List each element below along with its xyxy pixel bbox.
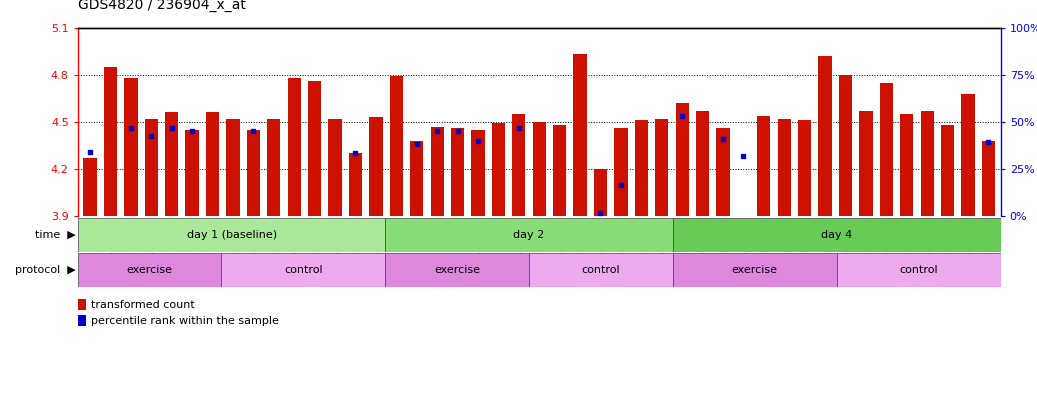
Bar (221, 253, 386, 287)
Bar (206, 112, 219, 216)
Bar (390, 76, 403, 216)
Bar (553, 125, 566, 216)
Bar (512, 114, 526, 216)
Bar (430, 127, 444, 216)
Text: protocol  ▶: protocol ▶ (15, 265, 76, 275)
Bar (144, 119, 158, 216)
Bar (673, 253, 837, 287)
Bar (533, 122, 545, 216)
Text: control: control (284, 265, 323, 275)
Bar (529, 253, 673, 287)
Bar (451, 128, 465, 216)
Bar (369, 117, 383, 216)
Text: exercise: exercise (435, 265, 480, 275)
Bar (673, 218, 1001, 252)
Bar (247, 130, 260, 216)
Bar (655, 119, 669, 216)
Bar (900, 114, 914, 216)
Bar (594, 169, 607, 216)
Bar (879, 83, 893, 216)
Bar (921, 111, 934, 216)
Bar (472, 130, 484, 216)
Bar (818, 56, 832, 216)
Bar (386, 253, 529, 287)
Text: day 4: day 4 (821, 230, 852, 240)
Bar (410, 141, 423, 216)
Bar (573, 54, 587, 216)
Bar (329, 119, 341, 216)
Bar (941, 125, 954, 216)
Bar (614, 128, 627, 216)
Text: exercise: exercise (731, 265, 778, 275)
Bar (165, 112, 178, 216)
Text: control: control (899, 265, 938, 275)
Bar (78, 218, 386, 252)
Text: day 1 (baseline): day 1 (baseline) (187, 230, 277, 240)
Bar (492, 123, 505, 216)
Bar (268, 119, 280, 216)
Bar (837, 253, 1001, 287)
Bar (78, 253, 221, 287)
Bar (83, 158, 96, 216)
Bar (226, 119, 240, 216)
Bar (186, 130, 199, 216)
Text: day 2: day 2 (513, 230, 544, 240)
Bar (982, 141, 996, 216)
Bar (386, 218, 673, 252)
Bar (860, 111, 872, 216)
Bar (696, 111, 709, 216)
Bar (798, 120, 811, 216)
Text: percentile rank within the sample: percentile rank within the sample (91, 316, 279, 326)
Bar (348, 153, 362, 216)
Bar (961, 94, 975, 216)
Bar (839, 75, 852, 216)
Bar (717, 128, 730, 216)
Text: transformed count: transformed count (91, 300, 195, 310)
Text: control: control (582, 265, 620, 275)
Bar (675, 103, 689, 216)
Bar (635, 120, 648, 216)
Text: exercise: exercise (127, 265, 172, 275)
Bar (778, 119, 791, 216)
Text: GDS4820 / 236904_x_at: GDS4820 / 236904_x_at (78, 0, 246, 12)
Bar (104, 67, 117, 216)
Bar (124, 78, 138, 216)
Bar (757, 116, 770, 216)
Text: time  ▶: time ▶ (35, 230, 76, 240)
Bar (308, 81, 321, 216)
Bar (287, 78, 301, 216)
